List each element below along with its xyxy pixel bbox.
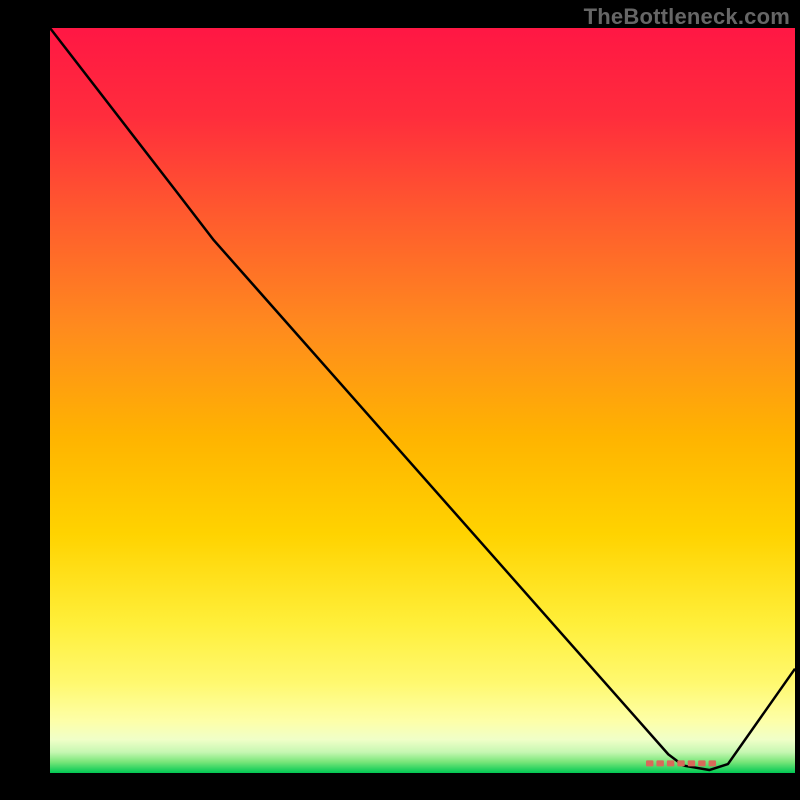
chart-frame: TheBottleneck.com <box>0 0 800 800</box>
optimal-marker <box>646 760 716 766</box>
chart-svg <box>0 0 800 800</box>
plot-area <box>50 28 795 773</box>
watermark-text: TheBottleneck.com <box>584 4 790 30</box>
